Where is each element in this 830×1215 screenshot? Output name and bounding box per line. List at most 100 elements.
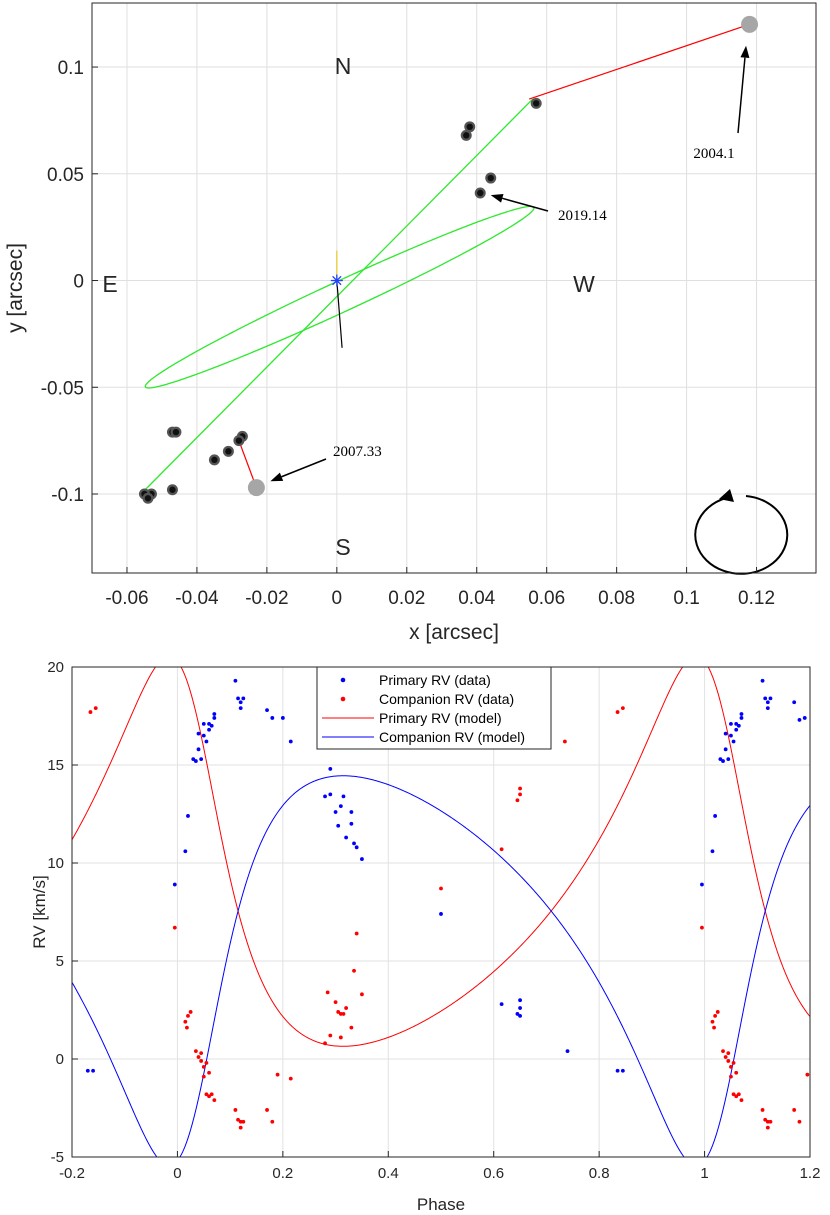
companion-rv-data-point [199, 1051, 204, 1056]
primary-rv-data-point [201, 733, 206, 738]
annotation-arrowhead-2 [270, 472, 284, 482]
primary-rv-data-point [354, 845, 359, 850]
primary-rv-data-point [196, 731, 201, 736]
primary-rv-data-point [718, 757, 723, 762]
companion-rv-data-point [238, 1125, 243, 1130]
rv-y-tick-label: 10 [47, 855, 64, 872]
legend-entry-primary-data: Primary RV (data) [340, 672, 491, 688]
primary-rv-data-point [713, 814, 718, 818]
primary-rv-data-point [338, 804, 343, 809]
primary-rv-data-point [233, 678, 238, 683]
rv-x-axis-label: Phase [417, 1195, 465, 1214]
rv-x-ticks: -0.2 0 0.2 0.4 0.6 0.8 1 1.2 [59, 1151, 820, 1182]
outlier-point [247, 479, 265, 497]
primary-rv-data-point [352, 841, 356, 846]
companion-rv-data-point [265, 1108, 269, 1112]
primary-rv-data-point [765, 700, 770, 705]
companion-rv-data-point [734, 1070, 739, 1075]
companion-rv-data-point [288, 1076, 293, 1081]
compass-south: S [335, 534, 350, 560]
companion-rv-data-point [712, 1025, 716, 1030]
companion-rv-data-point [185, 1025, 189, 1030]
orbit-y-tick-label: 0.1 [58, 58, 84, 79]
epoch-annotations: 2004.1 2019.14 2007.33 [270, 45, 750, 482]
primary-rv-data-point [797, 718, 802, 722]
primary-rv-data-point [238, 700, 243, 705]
rv-x-tick-label: 0.2 [272, 1165, 293, 1182]
companion-rv-data-point [797, 1119, 802, 1124]
primary-rv-data-point [768, 696, 773, 701]
annotation-arrowhead-1 [490, 194, 504, 203]
compass-west: W [573, 271, 595, 297]
outlier-point [741, 15, 759, 33]
observation-center [144, 495, 152, 502]
primary-rv-data-point [207, 727, 211, 732]
observation-center [532, 100, 540, 107]
companion-rv-data-point [241, 1119, 246, 1124]
companion-rv-data-point [792, 1108, 797, 1112]
rv-y-ticks: -5 0 5 10 15 20 [47, 659, 78, 1166]
compass-east: E [102, 271, 117, 297]
primary-rv-data-point [241, 696, 246, 701]
companion-rv-data-point [518, 792, 522, 797]
companion-rv-data-point [196, 1055, 201, 1059]
companion-rv-data-point [739, 1098, 744, 1103]
legend-label-companion-data: Companion RV (data) [379, 691, 514, 707]
primary-rv-data-point [763, 696, 768, 701]
companion-rv-data-point [209, 1092, 214, 1097]
companion-rv-data-point [204, 1061, 209, 1065]
companion-rv-data-point [439, 886, 443, 891]
primary-rv-data-point [265, 708, 269, 713]
legend-marker-primary-data [340, 677, 346, 683]
annotation-label-2: 2007.33 [333, 444, 382, 460]
primary-rv-data-point [615, 1068, 620, 1073]
primary-rv-data-point [333, 810, 338, 814]
legend-entry-primary-model: Primary RV (model) [322, 710, 502, 726]
companion-rv-data-point [323, 1041, 327, 1046]
companion-rv-data-point [721, 1049, 725, 1054]
legend-label-primary-model: Primary RV (model) [379, 710, 502, 726]
primary-rv-data-point [700, 882, 704, 887]
observation-center [235, 437, 243, 444]
periastron-segment [336, 280, 343, 348]
orbit-axes-frame [91, 2, 817, 574]
rotation-arrow-icon [694, 489, 789, 575]
primary-rv-data-point [736, 723, 741, 728]
companion-rv-data-point [207, 1094, 211, 1099]
companion-rv-model-line [72, 775, 810, 1157]
companion-rv-data-point [729, 1074, 733, 1079]
companion-rv-data-point [731, 1061, 736, 1065]
rv-y-tick-label: 0 [56, 1051, 64, 1068]
primary-rv-data-point [620, 1068, 625, 1073]
companion-rv-data-point [233, 1108, 238, 1112]
orbit-x-tick-label: 0.12 [738, 588, 775, 609]
primary-rv-data-point [344, 835, 349, 840]
rv-x-tick-label: 1 [700, 1165, 708, 1182]
orbit-y-axis-label: y [arcsec] [4, 243, 27, 333]
companion-rv-data-point [620, 706, 625, 711]
primary-rv-data-point [760, 678, 765, 683]
companion-rv-data-point [207, 1070, 211, 1075]
companion-rv-data-point [238, 1119, 243, 1124]
companion-rv-data-point [172, 925, 177, 930]
observation-center [487, 174, 494, 182]
primary-rv-data-point [802, 716, 807, 720]
companion-rv-data-point [338, 1035, 343, 1040]
primary-rv-data-point [723, 731, 728, 736]
primary-rv-data-point [186, 814, 190, 818]
legend-entry-companion-data: Companion RV (data) [340, 691, 514, 707]
orbit-x-tick-label: 0.06 [528, 588, 565, 609]
annotation-arrow-2 [281, 458, 327, 478]
rv-x-tick-label: 1.2 [800, 1165, 821, 1182]
primary-rv-data-point [207, 721, 211, 726]
primary-rv-data-point [499, 1002, 504, 1007]
companion-rv-data-point [186, 1013, 190, 1018]
primary-rv-data-point [739, 716, 744, 720]
rv-y-tick-label: 20 [47, 659, 64, 676]
companion-rv-data-point [204, 1092, 209, 1097]
companion-rv-data-point [338, 1012, 343, 1016]
primary-rv-data-point [721, 759, 725, 763]
orbit-ellipse [144, 205, 535, 389]
compass-north: N [335, 53, 352, 79]
orbit-x-tick-label: 0 [332, 588, 343, 609]
